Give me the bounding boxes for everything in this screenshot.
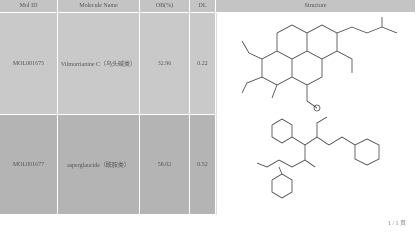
molecule-name: asperglaucide（酰胺类） <box>58 115 140 215</box>
structure-drawing <box>256 116 380 198</box>
ob-value: 32.96 <box>140 13 190 115</box>
table-page: Mol ID Molecule Name OB(%) DL Structure … <box>0 0 416 227</box>
header-cell: Molecule Name <box>58 0 140 13</box>
header-cell: Structure <box>216 0 416 13</box>
page-footer: 1 / 1 页 <box>387 221 406 227</box>
mol-id: MOL001677 <box>0 115 58 215</box>
header-cell: Mol ID <box>0 0 58 13</box>
dl-value: 0.22 <box>190 13 216 115</box>
molecule-name: Vilmorrianine C（乌头碱类） <box>58 13 140 115</box>
dl-value: 0.52 <box>190 115 216 215</box>
ob-value: 58.02 <box>140 115 190 215</box>
header-cell: DL <box>190 0 216 13</box>
mol-id: MOL001675 <box>0 13 58 115</box>
structure-cell <box>216 13 416 115</box>
structure-drawing <box>241 16 398 111</box>
structure-cell <box>216 115 416 215</box>
header-cell: OB(%) <box>140 0 190 13</box>
